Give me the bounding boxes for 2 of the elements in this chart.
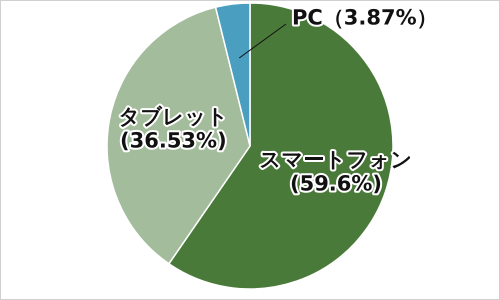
label: スマートフォン (59.6%) [260, 148, 413, 196]
label: タブレット (36.53%) [118, 104, 228, 153]
